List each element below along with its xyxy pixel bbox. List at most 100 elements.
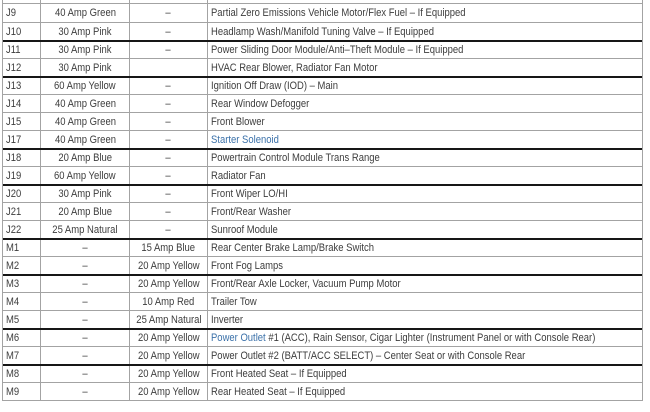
mini-fuse-cell-text: 20 Amp Yellow	[137, 278, 200, 290]
fuse-id-cell-text: J21	[6, 205, 22, 218]
mini-fuse-cell-text: 20 Amp Yellow	[137, 332, 200, 344]
cartridge-fuse-cell: 30 Amp Pink	[41, 42, 130, 58]
description-segment: HVAC Rear Blower, Radiator Fan Motor	[211, 61, 378, 74]
cartridge-fuse-cell: –	[41, 366, 130, 382]
cartridge-fuse-cell-text: –	[82, 295, 88, 308]
description-cell: Front Blower	[208, 113, 642, 130]
fuse-id-cell: M6	[3, 330, 41, 346]
cartridge-fuse-cell: –	[41, 311, 130, 328]
description-text: Front Blower	[211, 114, 265, 130]
description-segment: Ignition Off Draw (IOD) – Main	[211, 80, 339, 92]
mini-fuse-cell: –	[130, 42, 208, 58]
fuse-id-cell-text: J14	[6, 97, 22, 110]
description-text: Front Wiper LO/HI	[211, 186, 288, 202]
table-row: M6 – 20 Amp Yellow Power Outlet #1 (ACC), R…	[3, 328, 642, 346]
description-segment: Partial Zero Emissions Vehicle Motor/Fle…	[211, 7, 466, 19]
fuse-id-cell-text: J13	[6, 80, 22, 92]
description-segment: Rear Center Brake Lamp/Brake Switch	[211, 242, 374, 254]
fuse-id-cell-text: M6	[6, 332, 20, 344]
description-segment: #1 (ACC), Rain Sensor, Cigar Lighter (In…	[265, 332, 596, 344]
fuse-description-link[interactable]: Power Outlet	[211, 332, 266, 344]
fuse-id-cell-text: J18	[6, 152, 22, 164]
description-text: Ignition Off Draw (IOD) – Main	[211, 78, 338, 94]
description-segment: Front Heated Seat – If Equipped	[211, 368, 347, 380]
description-segment: Front/Rear Axle Locker, Vacuum Pump Moto…	[211, 278, 401, 290]
table-row: M9 – 20 Amp Yellow Rear Heated Seat – If Eq…	[3, 382, 642, 400]
fuse-id-cell: J14	[3, 95, 41, 112]
fuse-id-cell: M3	[3, 276, 41, 292]
description-cell: Front Heated Seat – If Equipped	[208, 366, 642, 382]
description-text: Power Outlet #2 (BATT/ACC SELECT) – Cent…	[211, 348, 525, 364]
table-row: J20 30 Amp Pink – Front Wiper LO/HI	[3, 184, 642, 202]
description-text: HVAC Rear Blower, Radiator Fan Motor	[211, 60, 377, 76]
fuse-id-cell-text: M5	[6, 313, 20, 326]
description-segment: Radiator Fan	[211, 169, 266, 182]
cartridge-fuse-cell: –	[41, 383, 130, 400]
clipped-cell	[3, 0, 41, 3]
mini-fuse-cell-text: –	[165, 205, 172, 218]
description-text: Headlamp Wash/Manifold Tuning Valve – If…	[211, 24, 434, 40]
cartridge-fuse-cell: 30 Amp Pink	[41, 59, 130, 76]
mini-fuse-cell: –	[130, 221, 208, 238]
cartridge-fuse-cell-text: 30 Amp Pink	[58, 188, 112, 200]
description-text: Inverter	[211, 312, 243, 328]
cartridge-fuse-cell-text: –	[82, 349, 88, 362]
fuse-id-cell-text: M8	[6, 368, 20, 380]
mini-fuse-cell-text: 20 Amp Yellow	[137, 385, 200, 398]
fuse-id-cell-text: J11	[6, 44, 21, 56]
fuse-id-cell: J12	[3, 59, 41, 76]
fuse-id-cell-text: J12	[6, 61, 22, 74]
mini-fuse-cell: –	[130, 186, 208, 202]
mini-fuse-cell-text: –	[165, 25, 172, 38]
fuse-id-cell: J19	[3, 167, 41, 184]
cartridge-fuse-cell: 30 Amp Pink	[41, 186, 130, 202]
fuse-description-link[interactable]: Starter Solenoid	[211, 133, 279, 146]
description-segment: Front/Rear Washer	[211, 205, 292, 218]
clipped-row-above	[3, 0, 642, 4]
clipped-cell	[41, 0, 130, 3]
table-row: J12 30 Amp Pink HVAC Rear Blower, Radiator…	[3, 58, 642, 76]
description-cell: Rear Window Defogger	[208, 95, 642, 112]
cartridge-fuse-cell: 60 Amp Yellow	[41, 167, 130, 184]
table-row: J22 25 Amp Natural – Sunroof Module	[3, 220, 642, 238]
description-segment: Rear Window Defogger	[211, 97, 310, 110]
mini-fuse-cell: –	[130, 95, 208, 112]
mini-fuse-cell-text: 20 Amp Yellow	[137, 349, 200, 362]
table-row: M4 – 10 Amp Red Trailer Tow	[3, 292, 642, 310]
description-segment: Powertrain Control Module Trans Range	[211, 152, 380, 164]
description-cell: Ignition Off Draw (IOD) – Main	[208, 78, 642, 94]
description-text: Rear Center Brake Lamp/Brake Switch	[211, 240, 374, 256]
cartridge-fuse-cell: 60 Amp Yellow	[41, 78, 130, 94]
description-segment: Power Outlet #2 (BATT/ACC SELECT) – Cent…	[211, 349, 526, 362]
fuse-id-cell: J20	[3, 186, 41, 202]
fuse-id-cell: M7	[3, 347, 41, 364]
mini-fuse-cell-text: –	[165, 115, 172, 128]
fuse-id-cell: J21	[3, 203, 41, 220]
cartridge-fuse-cell: –	[41, 347, 130, 364]
description-cell: Trailer Tow	[208, 293, 642, 310]
fuse-id-cell-text: M3	[6, 278, 20, 290]
mini-fuse-cell: –	[130, 113, 208, 130]
description-cell: Power Outlet #2 (BATT/ACC SELECT) – Cent…	[208, 347, 642, 364]
fuse-id-cell: M2	[3, 257, 41, 274]
mini-fuse-cell: 20 Amp Yellow	[130, 366, 208, 382]
table-row: J18 20 Amp Blue – Powertrain Control Module…	[3, 148, 642, 166]
description-segment: Rear Heated Seat – If Equipped	[211, 385, 346, 398]
description-cell: Front Fog Lamps	[208, 257, 642, 274]
description-cell: Sunroof Module	[208, 221, 642, 238]
description-text: Starter Solenoid	[211, 132, 279, 148]
table-row: J21 20 Amp Blue – Front/Rear Washer	[3, 202, 642, 220]
cartridge-fuse-cell-text: –	[82, 242, 88, 254]
fuse-id-cell: M8	[3, 366, 41, 382]
description-text: Front Fog Lamps	[211, 258, 283, 274]
mini-fuse-cell: –	[130, 203, 208, 220]
table-row: J17 40 Amp Green – Starter Solenoid	[3, 130, 642, 148]
table-row: J14 40 Amp Green – Rear Window Defogger	[3, 94, 642, 112]
fuse-id-cell: J22	[3, 221, 41, 238]
mini-fuse-cell-text: –	[165, 152, 172, 164]
description-text: Front/Rear Axle Locker, Vacuum Pump Moto…	[211, 276, 401, 292]
fuse-id-cell: J10	[3, 23, 41, 40]
fuse-id-cell-text: M2	[6, 259, 20, 272]
cartridge-fuse-cell: –	[41, 240, 130, 256]
mini-fuse-cell: –	[130, 78, 208, 94]
